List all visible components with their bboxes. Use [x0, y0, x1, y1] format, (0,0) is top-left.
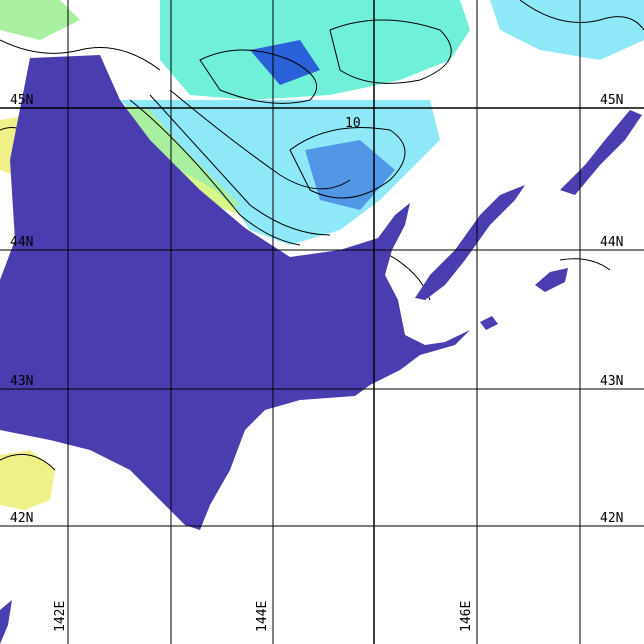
- lat-label-45n-left: 45N: [10, 93, 33, 108]
- lat-label-44n-right: 44N: [600, 235, 623, 250]
- deep-blue-patch-1: [250, 40, 320, 85]
- lon-label-146e: 146E: [459, 601, 474, 632]
- small-island-2: [480, 316, 498, 330]
- cyan-field-northwest: [0, 0, 80, 40]
- lon-label-144e: 144E: [255, 601, 270, 632]
- lat-label-43n-left: 43N: [10, 374, 33, 389]
- deep-blue-patch-2: [305, 140, 395, 210]
- kunashiri-island: [415, 185, 525, 300]
- lat-label-42n-right: 42N: [600, 511, 623, 526]
- cyan-field-northeast: [490, 0, 644, 60]
- latitude-labels: 45N 45N 44N 44N 43N 43N 42N 42N: [10, 93, 623, 526]
- contour-value-label: 10: [345, 116, 361, 131]
- longitude-labels: 142E 144E 146E: [53, 601, 474, 632]
- small-island: [535, 268, 568, 292]
- honshu-edge: [0, 600, 12, 644]
- lat-label-45n-right: 45N: [600, 93, 623, 108]
- etorofu-island: [560, 110, 642, 195]
- lon-label-142e: 142E: [53, 601, 68, 632]
- cyan-field-north: [160, 0, 470, 100]
- color-fields: [0, 0, 644, 510]
- lat-label-42n-left: 42N: [10, 511, 33, 526]
- lat-label-43n-right: 43N: [600, 374, 623, 389]
- green-coastal-field: [125, 105, 240, 210]
- yellow-field-southwest: [0, 450, 55, 510]
- hokkaido-landmass: [0, 55, 470, 530]
- lat-label-44n-left: 44N: [10, 235, 33, 250]
